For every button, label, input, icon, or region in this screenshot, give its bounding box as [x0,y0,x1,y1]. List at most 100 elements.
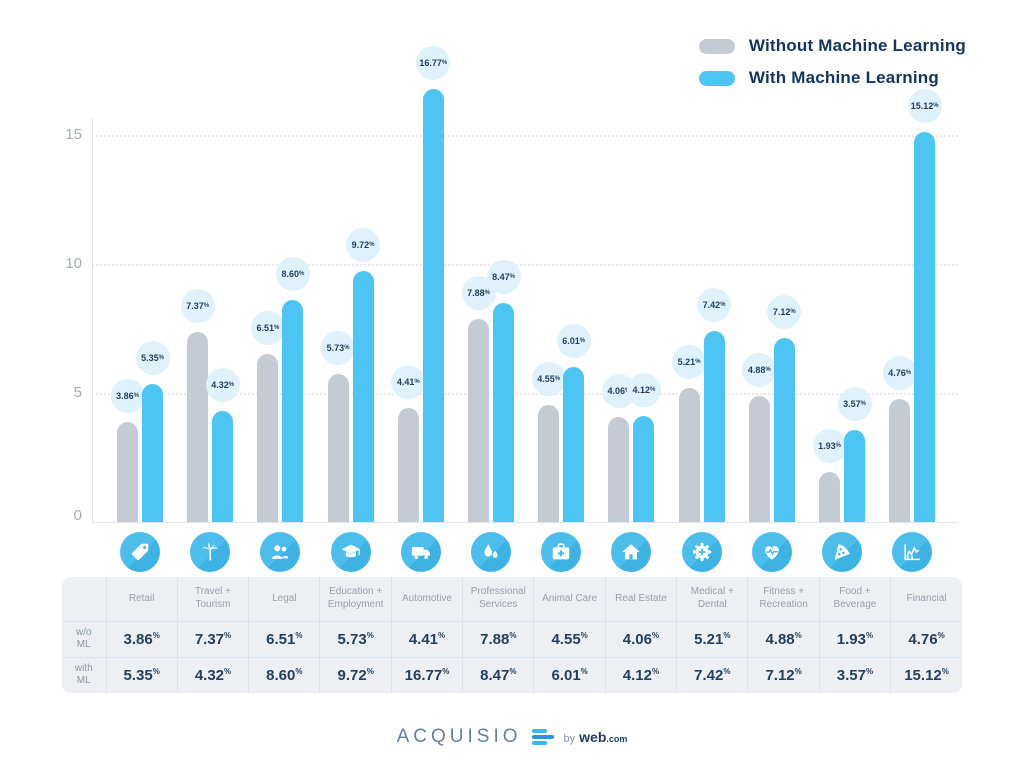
gear-cross-icon [691,541,713,563]
value-bubble-without-ml-6: 4.55% [531,361,566,396]
value-bubble-with-ml-0: 5.35% [135,340,170,375]
value-bubble-without-ml-0: 3.86% [110,379,145,414]
table-value-cell: 9.72% [319,656,392,693]
category-icon-circle-4 [400,532,441,572]
gridline-10 [92,264,958,266]
table-value-cell: 4.32% [176,656,249,693]
bar-with-ml-5 [493,303,514,522]
bar-without-ml-6 [538,404,560,522]
table-header-8: Medical + Dental [676,577,748,621]
bar-with-ml-11 [914,131,936,522]
price-tag-icon [129,541,151,563]
value-bubble-without-ml-3: 5.73% [321,331,356,366]
bar-with-ml-2 [282,300,304,522]
chart-icon [901,541,923,563]
table-value-cell: 3.57% [818,656,891,693]
category-icon-circle-2 [260,532,301,572]
value-bubble-without-ml-4: 4.41% [391,365,426,400]
table-header-5: Professional Services [462,577,534,621]
legend-item-with-ml: With Machine Learning [698,68,966,88]
table-value-cell: 6.01% [533,656,606,693]
bar-with-ml-10 [844,429,865,522]
bar-with-ml-7 [633,415,655,522]
value-bubble-without-ml-8: 5.21% [672,344,707,379]
bar-with-ml-8 [703,330,725,522]
y-axis-tick-10: 10 [65,255,82,272]
y-axis-tick-5: 5 [73,384,82,401]
category-icon-circle-6 [541,532,582,572]
y-axis-tick-15: 15 [65,126,82,143]
table-header-0: Retail [105,577,178,621]
value-bubble-with-ml-3: 9.72% [346,228,381,263]
table-value-cell: 7.42% [676,656,748,693]
bar-without-ml-2 [257,354,279,522]
table-header-1: Travel + Tourism [176,577,249,621]
bar-without-ml-1 [187,331,209,522]
table-row-label-0: w/o ML [62,620,106,658]
value-bubble-without-ml-10: 1.93% [812,429,847,464]
value-bubble-with-ml-7: 4.12% [626,372,661,407]
table-header-9: Fitness + Recreation [747,577,820,621]
acquisio-logo-icon [531,729,554,745]
category-icon-circle-5 [471,532,511,572]
byline: by web.com [564,729,628,745]
table-value-cell: 4.41% [390,620,463,658]
legend-item-without-ml: Without Machine Learning [698,36,966,56]
category-icon-circle-1 [190,532,231,572]
bar-without-ml-8 [678,387,700,522]
category-icon-circle-11 [892,532,933,572]
table-value-cell: 7.37% [176,620,249,658]
value-bubble-with-ml-1: 4.32% [205,367,240,402]
table-value-cell: 16.77% [390,656,463,693]
chart-legend: Without Machine Learning With Machine Le… [698,36,966,88]
table-header-2: Legal [248,577,320,621]
table-value-cell: 4.76% [890,620,962,658]
value-bubble-without-ml-11: 4.76% [882,356,917,391]
table-value-cell: 7.12% [747,656,820,693]
bar-without-ml-0 [117,422,138,522]
value-bubble-without-ml-9: 4.88% [742,353,777,388]
heart-pulse-icon [761,541,783,563]
legend-swatch-gray [698,38,735,54]
bar-without-ml-3 [327,374,349,522]
bar-with-ml-4 [422,89,444,522]
bar-without-ml-9 [748,396,770,522]
bar-without-ml-7 [608,417,630,522]
webcom-logo-text: web.com [579,729,628,745]
table-corner-cell [62,577,106,621]
legend-label-without-ml: Without Machine Learning [748,36,966,55]
category-icon-circle-0 [120,532,160,572]
bar-without-ml-5 [468,318,489,522]
table-value-cell: 3.86% [105,620,178,658]
house-icon [620,541,642,563]
table-value-cell: 15.12% [890,656,962,693]
table-header-7: Real Estate [604,577,677,621]
legend-swatch-blue [698,70,735,86]
category-icon-circle-9 [751,532,792,572]
value-bubble-with-ml-4: 16.77% [416,46,451,81]
table-value-cell: 5.73% [319,620,392,658]
value-bubble-with-ml-9: 7.12% [767,295,802,330]
bar-without-ml-11 [889,399,911,522]
table-header-4: Automotive [390,577,463,621]
table-value-cell: 7.88% [462,620,534,658]
water-drops-icon [480,541,502,563]
table-value-cell: 8.47% [462,656,534,693]
table-value-cell: 4.88% [747,620,820,658]
category-icon-circle-7 [611,532,652,572]
table-row-without-ml: w/o ML 3.86% 7.37% 6.51% 5.73% 4.41% 7.88% 4.55… [62,620,962,658]
table-value-cell: 4.12% [604,656,677,693]
value-bubble-with-ml-11: 15.12% [907,88,942,123]
table-header-11: Financial [890,577,962,621]
value-bubble-with-ml-8: 7.42% [697,287,732,322]
y-axis-tick-0: 0 [73,507,82,524]
medical-kit-icon [550,541,572,563]
value-bubble-without-ml-2: 6.51% [250,311,285,346]
value-bubble-with-ml-2: 8.60% [275,257,310,292]
category-icon-circle-3 [330,532,371,572]
value-bubble-with-ml-10: 3.57% [837,386,872,421]
value-bubble-with-ml-5: 8.47% [486,260,521,295]
table-value-cell: 6.51% [248,620,320,658]
